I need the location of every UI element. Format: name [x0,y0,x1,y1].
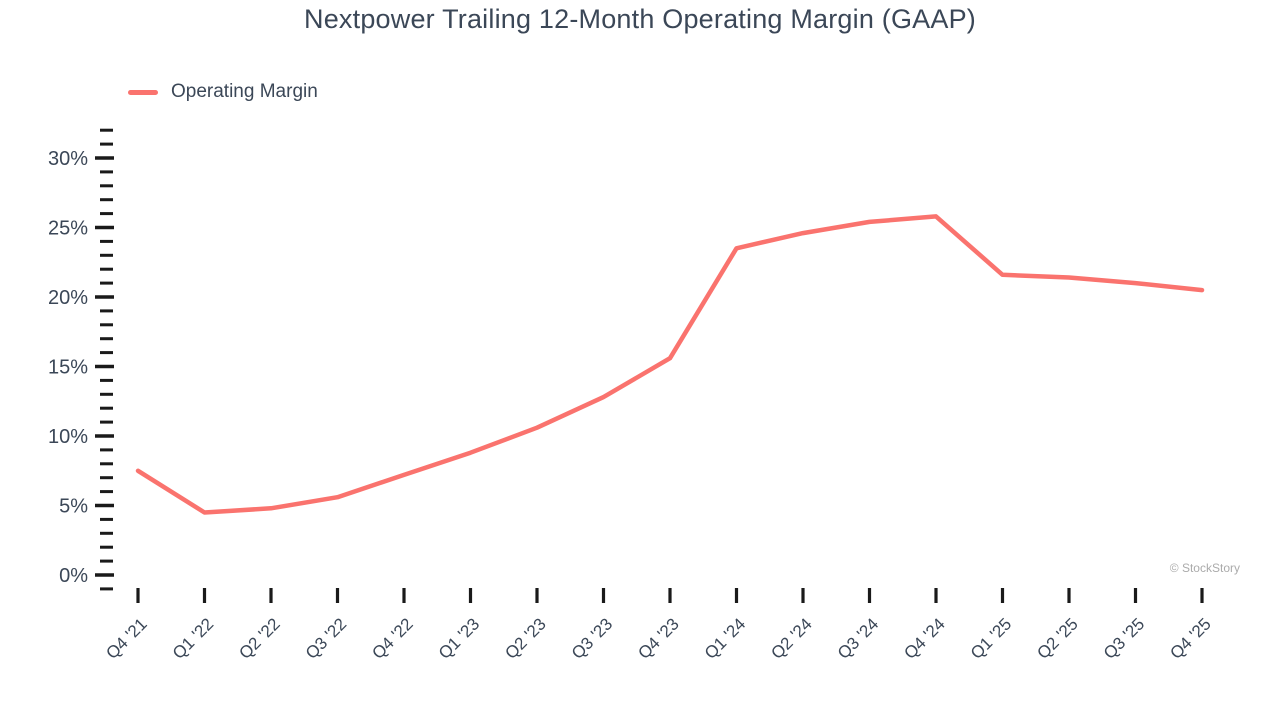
x-tick-label: Q4 '21 [102,614,150,662]
x-tick-label: Q3 '25 [1100,614,1148,662]
x-tick-label: Q3 '24 [834,614,882,662]
y-tick-label: 5% [59,496,88,518]
x-tick-label: Q3 '23 [568,614,616,662]
y-tick-label: 25% [48,218,88,240]
x-tick-label: Q1 '25 [967,614,1015,662]
x-tick-label: Q1 '23 [435,614,483,662]
x-tick-label: Q2 '25 [1033,614,1081,662]
legend-line-swatch [128,89,158,95]
operating-margin-line [135,214,1205,515]
x-tick-label: Q4 '22 [368,614,416,662]
x-tick-label: Q1 '22 [169,614,217,662]
y-tick-label: 15% [48,357,88,379]
watermark-stockstory: © StockStory [1169,561,1240,575]
chart-title: Nextpower Trailing 12-Month Operating Ma… [304,4,976,34]
x-tick-label: Q4 '24 [900,614,948,662]
y-tick-label: 20% [48,287,88,309]
x-tick-label: Q3 '22 [302,614,350,662]
x-tick-label: Q1 '24 [701,614,749,662]
x-tick-label: Q2 '22 [235,614,283,662]
legend-label: Operating Margin [171,81,318,102]
legend: Operating Margin [128,81,318,103]
y-tick-label: 0% [59,565,88,587]
y-tick-label: 10% [48,426,88,448]
x-tick-label: Q4 '25 [1166,614,1214,662]
x-tick-label: Q4 '23 [634,614,682,662]
x-tick-label: Q2 '23 [501,614,549,662]
x-tick-label: Q2 '24 [767,614,815,662]
y-tick-label: 30% [48,148,88,170]
